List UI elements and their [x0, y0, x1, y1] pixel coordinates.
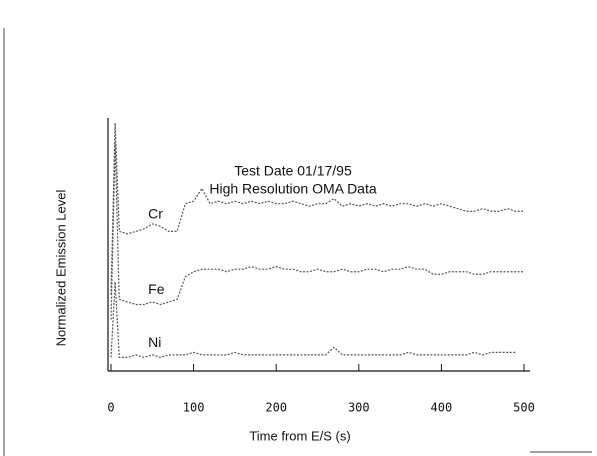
- x-tick-label: 400: [431, 401, 453, 415]
- x-axis-label: Time from E/S (s): [249, 428, 350, 443]
- series-label: Cr: [148, 206, 163, 222]
- series-label: Ni: [148, 334, 161, 350]
- x-tick-label: 500: [513, 401, 535, 415]
- series-line: [110, 281, 516, 359]
- x-tick-label: 0: [107, 401, 114, 415]
- x-tick-label: 200: [265, 401, 287, 415]
- series-line: [110, 123, 524, 295]
- y-axis-label: Normalized Emission Level: [53, 189, 68, 346]
- series-line: [110, 143, 524, 320]
- series-label: Fe: [148, 281, 165, 297]
- x-tick-label: 100: [183, 401, 205, 415]
- x-tick-label: 300: [348, 401, 370, 415]
- chart-title: Test Date 01/17/95: [234, 163, 352, 179]
- chart-subtitle: High Resolution OMA Data: [209, 181, 377, 197]
